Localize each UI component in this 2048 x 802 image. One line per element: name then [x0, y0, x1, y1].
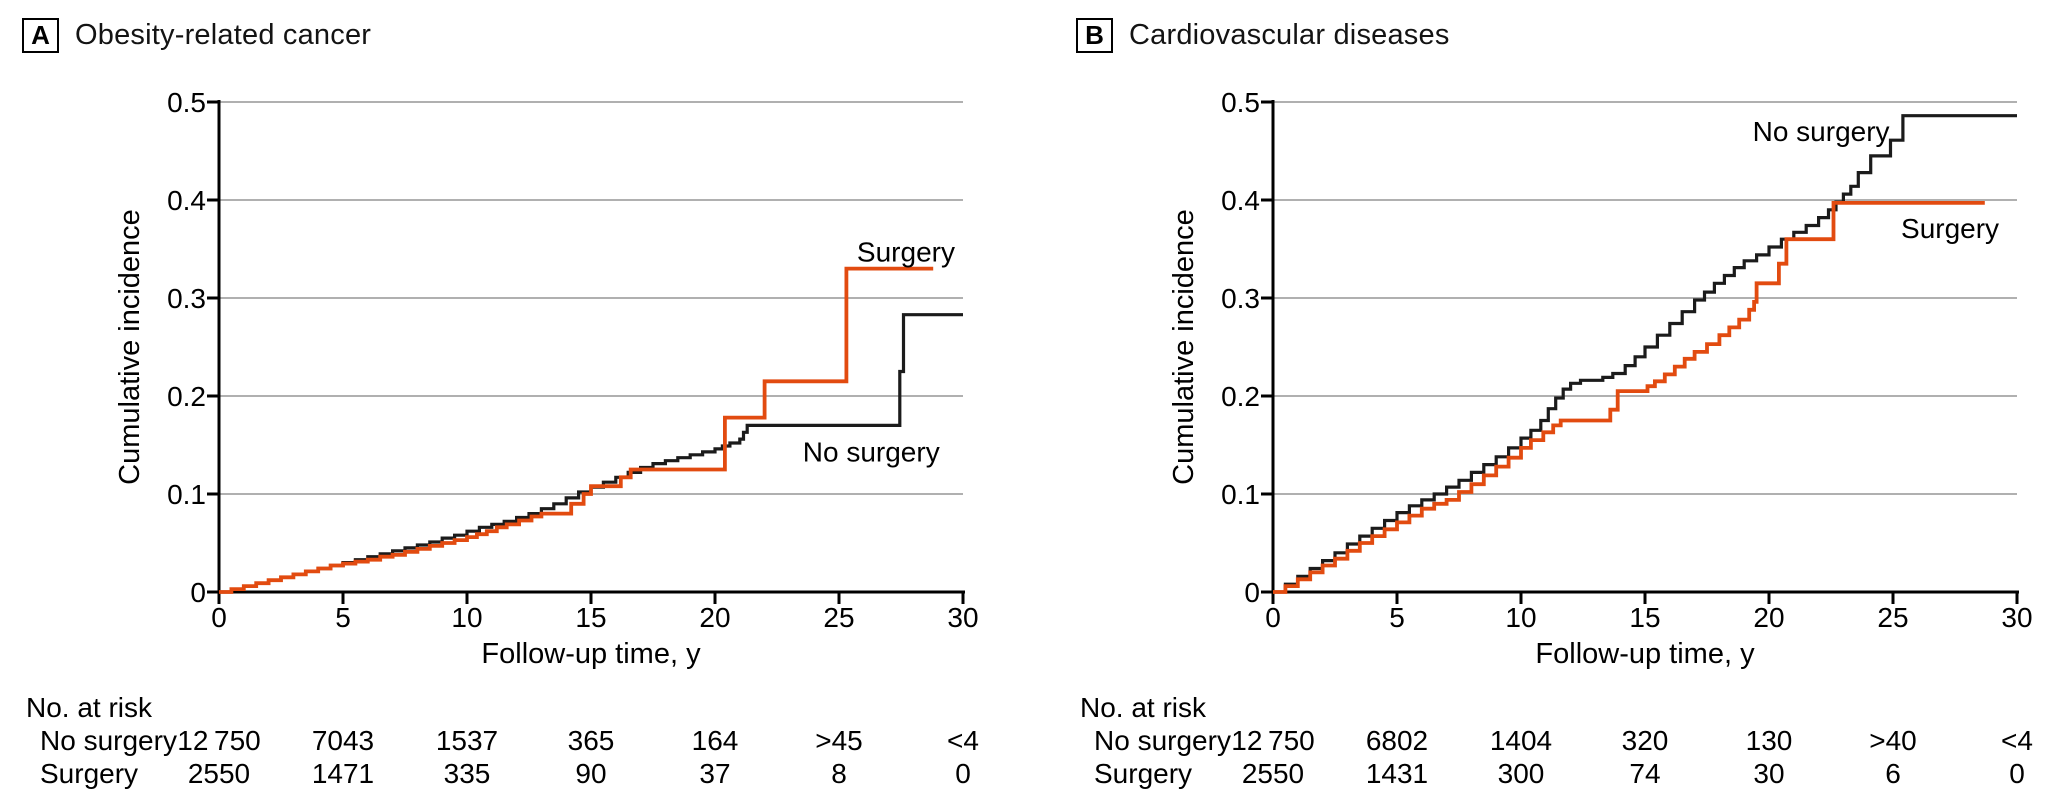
y-tick-label: 0.3 — [167, 283, 206, 314]
panel-obesity-related-cancer: A Obesity-related cancer 0 0.1 0.2 0.3 0.4 0.… — [22, 18, 979, 789]
risk-value: 74 — [1629, 758, 1660, 789]
panel-b-chart: 0 0.1 0.2 0.3 0.4 0.5 0 5 10 15 20 25 30 Cumulative i… — [1080, 87, 2033, 789]
risk-row-label: Surgery — [40, 758, 138, 789]
risk-value: 30 — [1753, 758, 1784, 789]
curve-surgery — [219, 266, 934, 594]
risk-value: 2550 — [1242, 758, 1304, 789]
risk-value: 130 — [1746, 725, 1793, 756]
curve-surgery — [1273, 201, 1985, 594]
x-tick-label: 10 — [1505, 602, 1536, 633]
risk-value: 37 — [699, 758, 730, 789]
curve-no_surgery — [1273, 114, 2017, 594]
x-tick-label: 0 — [1265, 602, 1281, 633]
y-tick-label: 0.5 — [167, 87, 206, 118]
panel-a-title: Obesity-related cancer — [75, 19, 372, 51]
risk-value: 164 — [692, 725, 739, 756]
risk-value: 2550 — [188, 758, 250, 789]
risk-value: 1431 — [1366, 758, 1428, 789]
risk-value: 0 — [2009, 758, 2025, 789]
x-tick-label: 15 — [1629, 602, 1660, 633]
risk-value: 12 750 — [177, 725, 260, 756]
x-tick-label: 30 — [947, 602, 978, 633]
risk-value: <4 — [947, 725, 979, 756]
y-tick-label: 0.3 — [1221, 283, 1260, 314]
x-axis-title: Follow-up time, y — [1535, 638, 1755, 670]
risk-value: 90 — [575, 758, 606, 789]
y-axis-title: Cumulative incidence — [1168, 209, 1200, 485]
x-tick-label: 10 — [451, 602, 482, 633]
risk-value: 1537 — [436, 725, 498, 756]
x-tick-label: 0 — [211, 602, 227, 633]
risk-value: 7043 — [312, 725, 374, 756]
curve-label: No surgery — [803, 437, 940, 468]
panel-a-chart: 0 0.1 0.2 0.3 0.4 0.5 0 5 10 15 20 25 30 Cumulative i… — [26, 87, 979, 789]
panel-cardiovascular-diseases: B Cardiovascular diseases 0 0.1 0.2 0.3 0.4 0… — [1054, 0, 2048, 802]
curve-label: Surgery — [1901, 213, 1999, 244]
panel-b-title: Cardiovascular diseases — [1129, 19, 1450, 51]
y-tick-label: 0.4 — [167, 185, 206, 216]
x-tick-label: 25 — [823, 602, 854, 633]
risk-table-title: No. at risk — [26, 692, 153, 723]
y-axis-title: Cumulative incidence — [114, 209, 146, 485]
risk-value: >45 — [815, 725, 863, 756]
risk-row-label: No surgery — [40, 725, 177, 756]
x-tick-label: 25 — [1877, 602, 1908, 633]
panel-b-letter-badge: B — [1076, 18, 1113, 53]
risk-value: 320 — [1622, 725, 1669, 756]
risk-value: 365 — [568, 725, 615, 756]
risk-value: <4 — [2001, 725, 2033, 756]
x-tick-label: 5 — [335, 602, 351, 633]
y-tick-label: 0.2 — [1221, 381, 1260, 412]
x-tick-label: 20 — [1753, 602, 1784, 633]
panel-b-header: B Cardiovascular diseases — [1076, 18, 1450, 53]
risk-value: >40 — [1869, 725, 1917, 756]
risk-value: 8 — [831, 758, 847, 789]
curve-label: Surgery — [857, 237, 955, 268]
y-tick-label: 0.2 — [167, 381, 206, 412]
y-tick-label: 0 — [1244, 577, 1260, 608]
y-tick-label: 0 — [190, 577, 206, 608]
y-tick-label: 0.1 — [167, 479, 206, 510]
curve-label: No surgery — [1753, 116, 1890, 147]
risk-value: 335 — [444, 758, 491, 789]
risk-row-label: No surgery — [1094, 725, 1231, 756]
x-axis-title: Follow-up time, y — [481, 638, 701, 670]
risk-row-label: Surgery — [1094, 758, 1192, 789]
y-tick-label: 0.5 — [1221, 87, 1260, 118]
risk-value: 1471 — [312, 758, 374, 789]
risk-value: 300 — [1498, 758, 1545, 789]
panel-a-header: A Obesity-related cancer — [22, 18, 371, 53]
risk-value: 0 — [955, 758, 971, 789]
y-tick-label: 0.1 — [1221, 479, 1260, 510]
risk-table-title: No. at risk — [1080, 692, 1207, 723]
risk-value: 6 — [1885, 758, 1901, 789]
x-tick-label: 5 — [1389, 602, 1405, 633]
x-tick-label: 20 — [699, 602, 730, 633]
risk-value: 1404 — [1490, 725, 1552, 756]
risk-value: 6802 — [1366, 725, 1428, 756]
x-tick-label: 15 — [575, 602, 606, 633]
risk-value: 12 750 — [1231, 725, 1314, 756]
panel-a-letter-badge: A — [22, 18, 59, 53]
x-tick-label: 30 — [2001, 602, 2032, 633]
y-tick-label: 0.4 — [1221, 185, 1260, 216]
